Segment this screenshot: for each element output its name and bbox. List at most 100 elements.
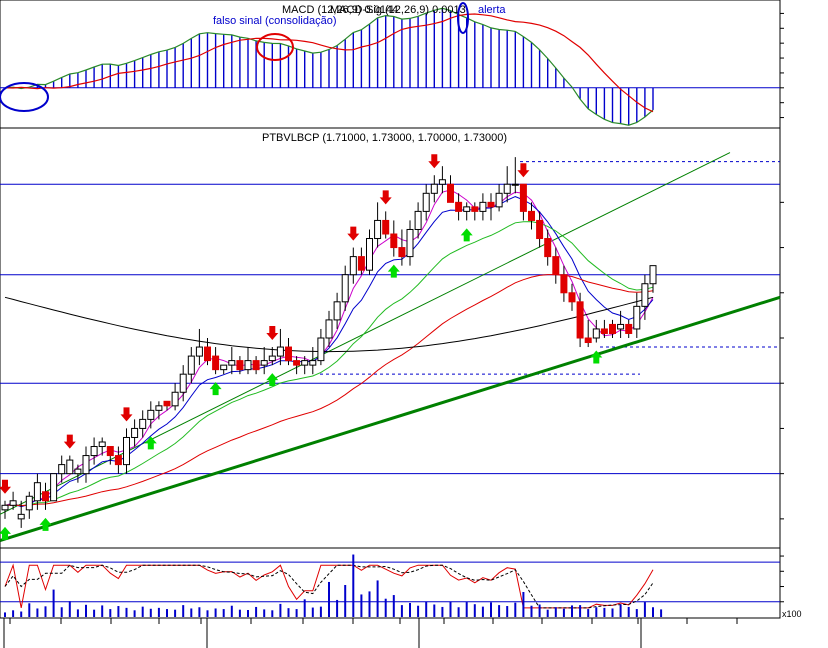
false-signal-circle [256,33,294,61]
candle-up [268,355,276,362]
candle-up [131,427,139,438]
candlesticks [1,157,657,528]
candle-down [519,183,527,212]
candle-up [25,495,33,511]
macd-panel: MACD (12,26,9) 0.0144 MACD-Sig (12,26,9)… [0,0,784,129]
candle-up [592,328,600,339]
macd-lines [4,7,654,126]
candle-up [333,301,341,321]
candle-down [584,337,592,344]
candle-up [325,319,333,339]
candle-down [576,301,584,339]
price-axis [780,201,784,520]
ma-green [4,221,654,507]
sell-arrow [517,163,530,178]
candle-down [212,355,220,371]
candle-up [155,405,163,411]
candle-down [625,323,633,334]
candle-down [487,201,495,208]
sell-arrow [0,479,11,494]
candle-up [58,464,66,475]
candle-up [617,323,625,330]
price-trend-lines [0,152,781,543]
sell-arrow [266,326,279,341]
candle-down [293,360,301,366]
price-title: PTBVLBCP (1.71000, 1.73000, 1.70000, 1.7… [262,132,507,144]
volume-panel: x100 [0,547,802,619]
candle-up [438,179,446,185]
candle-up [633,305,641,330]
candle-down [106,446,114,457]
candle-down [528,210,535,221]
candle-down [552,256,560,276]
candle-up [511,183,519,186]
volume-reference-lines [0,561,780,603]
candle-up [422,192,430,212]
candle-down [398,247,406,258]
buy-arrow [144,436,157,450]
candle-up [414,210,422,230]
candle-down [455,201,463,212]
candle-up [220,364,228,371]
candle-up [503,183,511,194]
buy-arrow [590,350,603,364]
candle-down [536,219,544,240]
candle-down [447,183,454,203]
candle-up [147,409,155,420]
candle-down [42,491,49,502]
candle-up [9,500,17,506]
candle-up [479,201,487,212]
buy-arrow [0,526,11,540]
candle-up [139,418,147,429]
candle-down [114,455,122,466]
support-trendline [0,295,781,543]
candle-down [609,323,616,334]
sell-arrow [120,407,133,422]
alert-circle [457,2,469,34]
ma-black [4,296,654,353]
candle-up [98,441,106,448]
candle-up [430,183,438,194]
candle-down [560,274,568,294]
candle-up [195,346,203,357]
macd-line [4,7,654,126]
candle-up [641,283,649,307]
macd-histogram [0,8,780,126]
buy-arrow [266,373,279,387]
candle-up [349,256,357,276]
candle-up [366,238,373,271]
candle-up [171,391,179,407]
macd-axis [780,12,784,119]
candle-up [90,446,98,457]
candle-up [123,436,130,466]
start-signal-circle [0,82,49,112]
buy-arrow [209,382,222,396]
sell-arrow [379,190,392,205]
candle-up [187,355,195,375]
candle-down [285,346,292,362]
false-signal-annotation: falso sinal (consolidação) [213,15,337,27]
buy-arrow [387,264,400,278]
candle-up [495,192,503,208]
sell-arrow [347,226,360,241]
candle-down [382,219,390,235]
candle-up [82,455,90,475]
candle-down [357,256,365,271]
candle-up [50,473,58,502]
candle-up [276,346,284,357]
candle-up [228,360,236,366]
buy-arrow [460,228,473,242]
ma-red [4,274,654,507]
candle-up [179,373,187,393]
candle-up [406,228,414,258]
candle-down [236,360,244,371]
volume-axis [780,555,784,603]
candle-up [66,459,74,475]
candle-up [649,265,657,285]
candle-up [309,360,317,366]
candle-down [204,346,211,362]
candle-up [33,482,41,502]
candle-up [374,219,382,240]
